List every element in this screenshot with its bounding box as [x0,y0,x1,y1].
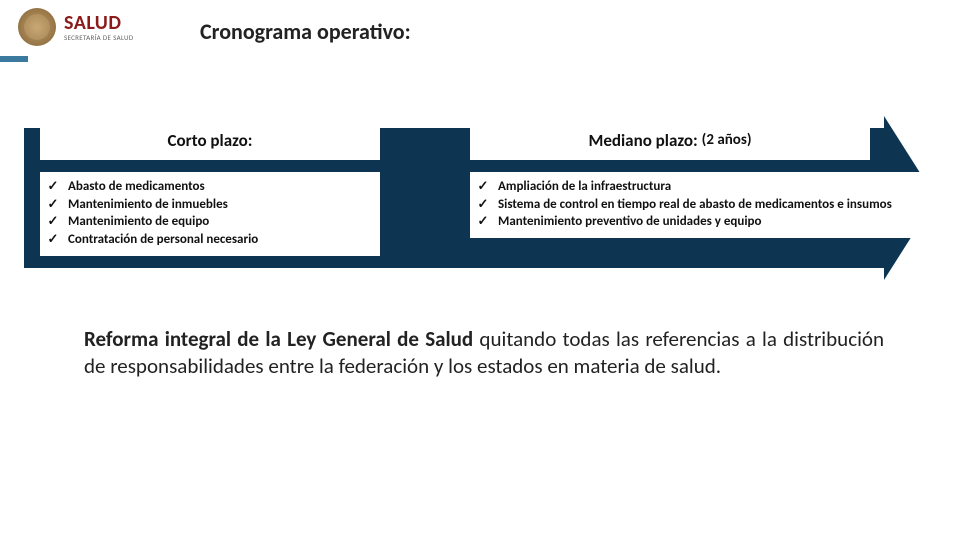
list-item: ✓ Abasto de medicamentos [46,178,370,196]
mediano-heading-box: Mediano plazo: (2 años) [470,120,870,160]
list-item: ✓ Mantenimiento preventivo de unidades y … [476,213,938,231]
mediano-list: ✓ Ampliación de la infraestructura ✓ Sistem… [470,172,948,238]
list-item: ✓ Mantenimiento de equipo [46,213,370,231]
mediano-heading-suffix: (2 años) [702,131,752,149]
check-icon: ✓ [46,213,60,231]
body-paragraph: Reforma integral de la Ley General de Sa… [84,326,884,380]
corto-heading: Corto plazo: [168,130,253,151]
list-item: ✓ Contratación de personal necesario [46,231,370,249]
mediano-heading: Mediano plazo: [588,130,697,151]
brand-subtitle: SECRETARÍA DE SALUD [64,34,133,41]
accent-bar [0,56,28,62]
body-lead: Reforma integral de la Ley General de Sa… [84,326,473,352]
check-icon: ✓ [476,196,490,214]
list-item-text: Mantenimiento preventivo de unidades y e… [498,213,762,231]
corto-heading-box: Corto plazo: [40,120,380,160]
list-item-text: Mantenimiento de equipo [68,213,209,231]
list-item: ✓ Ampliación de la infraestructura [476,178,938,196]
list-item-text: Sistema de control en tiempo real de aba… [498,196,892,214]
header: SALUD SECRETARÍA DE SALUD [18,8,133,46]
check-icon: ✓ [46,231,60,249]
list-item: ✓ Mantenimiento de inmuebles [46,196,370,214]
list-item-text: Abasto de medicamentos [68,178,205,196]
check-icon: ✓ [46,178,60,196]
list-item-text: Ampliación de la infraestructura [498,178,671,196]
brand-word: SALUD [64,13,133,33]
check-icon: ✓ [476,213,490,231]
list-item-text: Mantenimiento de inmuebles [68,196,228,214]
check-icon: ✓ [46,196,60,214]
list-item-text: Contratación de personal necesario [68,231,258,249]
timeline-arrow: Corto plazo: Mediano plazo: (2 años) ✓ Ab… [24,128,936,268]
brand-block: SALUD SECRETARÍA DE SALUD [64,13,133,41]
gov-seal-icon [18,8,56,46]
check-icon: ✓ [476,178,490,196]
list-item: ✓ Sistema de control en tiempo real de ab… [476,196,938,214]
page-title: Cronograma operativo: [200,18,411,45]
corto-list: ✓ Abasto de medicamentos ✓ Mantenimiento de… [40,172,380,256]
